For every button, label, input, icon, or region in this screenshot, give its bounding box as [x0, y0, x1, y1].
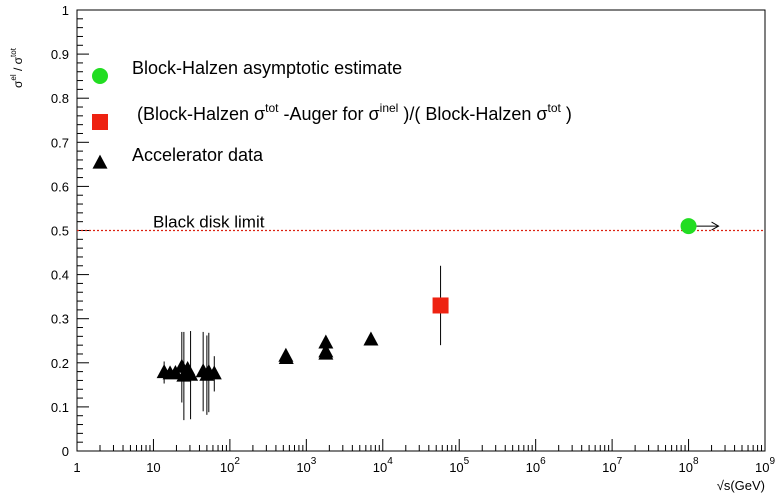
legend-superscript: tot — [265, 101, 279, 115]
legend-marker-circle — [92, 68, 108, 84]
x-tick-exponent: 7 — [617, 456, 623, 467]
data-point-square — [432, 297, 449, 314]
legend-superscript: inel — [380, 101, 399, 115]
arrow-head — [711, 221, 720, 231]
x-tick-base: 1 — [73, 460, 80, 475]
y-label-sup-el: el — [9, 74, 18, 80]
data-point-circle — [680, 218, 697, 235]
x-tick-exponent: 9 — [769, 456, 775, 467]
x-tick-label: 103 — [296, 456, 316, 475]
y-tick-label: 0.5 — [51, 224, 69, 239]
x-tick-base: 10 — [146, 460, 160, 475]
y-tick-label: 0.6 — [51, 179, 69, 194]
reference-line-group: Black disk limit — [77, 213, 765, 232]
legend-entry-label: Accelerator data — [132, 145, 264, 165]
y-tick-label: 0.2 — [51, 356, 69, 371]
x-tick-label: 107 — [602, 456, 622, 475]
x-tick-label: 106 — [526, 456, 546, 475]
x-tick-exponent: 6 — [540, 456, 546, 467]
x-tick-label: 102 — [220, 456, 240, 475]
legend-text-part: -Auger for σ — [279, 104, 380, 124]
axes: √s(GeV)σel / σtot — [9, 9, 766, 493]
x-tick-exponent: 3 — [311, 456, 317, 467]
data-point-triangle — [363, 331, 379, 346]
y-label-sup-tot: tot — [9, 47, 18, 57]
x-tick-label: 1 — [73, 460, 80, 475]
data-point-triangle — [206, 365, 222, 380]
x-tick-base: 10 — [679, 460, 693, 475]
legend-text-part: )/( Block-Halzen σ — [398, 104, 547, 124]
y-tick-label: 0 — [62, 444, 69, 459]
y-label-sigma2: σ — [11, 56, 25, 64]
legend-marker-square — [92, 114, 108, 130]
x-tick-base: 10 — [220, 460, 234, 475]
legend-marker-triangle — [92, 154, 108, 169]
x-tick-base: 10 — [602, 460, 616, 475]
data-points — [156, 218, 720, 421]
x-tick-base: 10 — [449, 460, 463, 475]
x-tick-label: 109 — [755, 456, 775, 475]
x-tick-base: 10 — [755, 460, 769, 475]
x-tick-label: 104 — [373, 456, 393, 475]
legend-entry-label: (Block-Halzen σtot -Auger for σinel )/( … — [137, 101, 572, 124]
y-axis-label: σel / σtot — [9, 47, 25, 88]
ticks: 1 10 102 103 104 105 106 107 108 10900.10.20.30.4… — [51, 3, 776, 475]
y-tick-label: 0.9 — [51, 47, 69, 62]
y-tick-label: 0.8 — [51, 91, 69, 106]
legend-text-part: (Block-Halzen σ — [137, 104, 265, 124]
y-tick-label: 0.7 — [51, 135, 69, 150]
y-tick-label: 0.1 — [51, 400, 69, 415]
x-tick-label: 108 — [679, 456, 699, 475]
y-tick-label: 0.3 — [51, 312, 69, 327]
y-tick-label: 1 — [62, 3, 69, 18]
x-tick-label: 10 — [146, 460, 160, 475]
data-point-triangle — [183, 366, 199, 381]
x-tick-exponent: 4 — [387, 456, 393, 467]
x-tick-exponent: 5 — [464, 456, 470, 467]
x-tick-exponent: 8 — [693, 456, 699, 467]
legend: Block-Halzen asymptotic estimate (Block-H… — [92, 58, 572, 169]
x-tick-base: 10 — [526, 460, 540, 475]
y-label-sep: / — [11, 64, 25, 74]
data-point-triangle — [318, 345, 334, 360]
x-tick-base: 10 — [373, 460, 387, 475]
y-tick-label: 0.4 — [51, 268, 69, 283]
x-tick-label: 105 — [449, 456, 469, 475]
x-axis-label: √s(GeV) — [717, 478, 765, 493]
legend-entry-label: Block-Halzen asymptotic estimate — [132, 58, 402, 78]
legend-superscript: tot — [548, 101, 562, 115]
x-tick-base: 10 — [296, 460, 310, 475]
y-label-sigma: σ — [11, 80, 25, 88]
x-tick-exponent: 2 — [234, 456, 240, 467]
legend-text-part: ) — [561, 104, 572, 124]
data-point-triangle — [278, 349, 294, 364]
black-disk-limit-label: Black disk limit — [153, 213, 265, 232]
data-point-triangle — [318, 334, 334, 349]
